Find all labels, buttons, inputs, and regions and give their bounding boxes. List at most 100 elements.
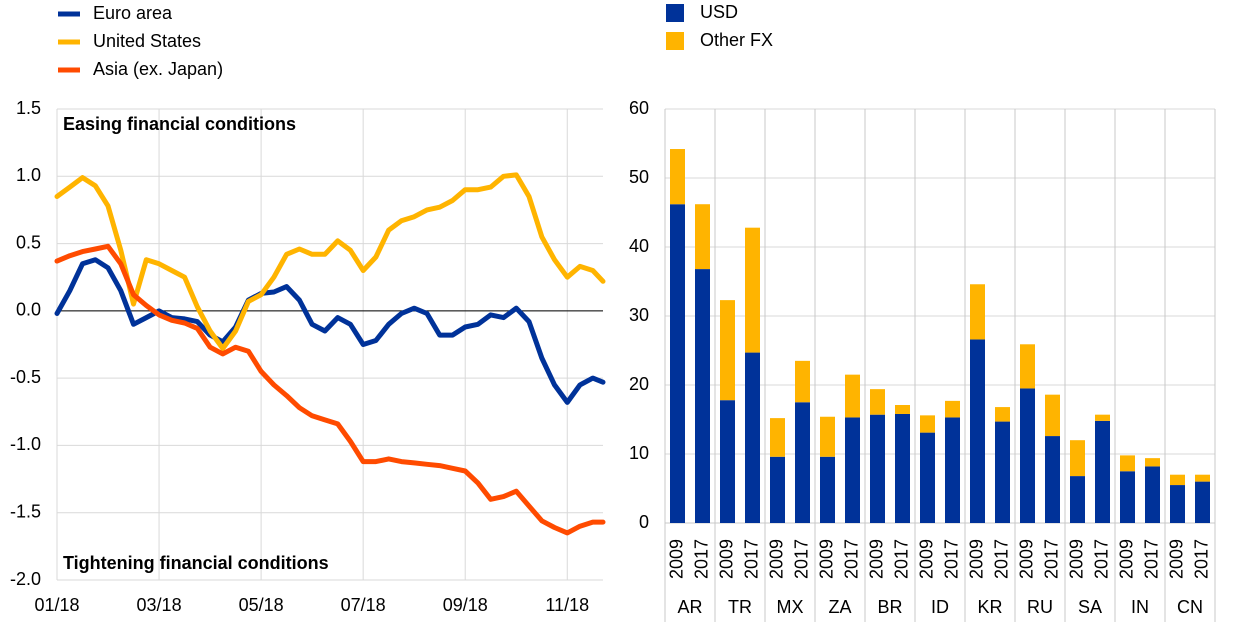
x-tick-label: 05/18	[239, 595, 284, 615]
bar-segment	[1095, 420, 1110, 523]
y-tick-label: -0.5	[10, 367, 41, 387]
y-tick-label: 50	[629, 167, 649, 187]
data-line	[54, 257, 606, 405]
bar-segment	[1045, 394, 1060, 437]
legend-swatch	[666, 4, 684, 22]
x-tick-label: 11/18	[545, 595, 589, 615]
bar-segment	[670, 204, 685, 523]
x-tick-label: 2017	[1091, 539, 1111, 579]
data-line	[54, 243, 606, 536]
bar-segment	[1020, 388, 1035, 523]
bar-segment	[1145, 458, 1160, 467]
bar-segment	[970, 339, 985, 523]
bar-segment	[1145, 466, 1160, 523]
group-label: AR	[677, 597, 702, 617]
bar-segment	[770, 418, 785, 457]
group-label: ID	[931, 597, 949, 617]
bar-segment	[1095, 414, 1110, 421]
bar-segment	[1070, 440, 1085, 477]
bar-segment	[1195, 474, 1210, 482]
y-tick-label: 20	[629, 374, 649, 394]
x-tick-label: 07/18	[341, 595, 386, 615]
bar-segment	[895, 405, 910, 414]
y-tick-label: 60	[629, 98, 649, 118]
bar-segment	[1120, 471, 1135, 523]
bar-segment	[995, 421, 1010, 523]
group-label: BR	[877, 597, 902, 617]
bar-segment	[1045, 436, 1060, 523]
bar-segment	[1020, 344, 1035, 389]
bar-segment	[895, 413, 910, 523]
bar-segment	[820, 456, 835, 523]
group-label: TR	[728, 597, 752, 617]
x-tick-label: 2009	[716, 539, 736, 579]
bar-segment	[1120, 455, 1135, 472]
annotation: Tightening financial conditions	[63, 553, 329, 573]
y-tick-label: 40	[629, 236, 649, 256]
bar-segment	[795, 402, 810, 523]
bar-segment	[820, 416, 835, 457]
bar-segment	[770, 456, 785, 523]
bar-segment	[745, 227, 760, 353]
legend-swatch	[666, 32, 684, 50]
bar-segment	[920, 432, 935, 523]
bar-segment	[1170, 474, 1185, 486]
x-tick-label: 2017	[991, 539, 1011, 579]
group-label: RU	[1027, 597, 1053, 617]
group-label: IN	[1131, 597, 1149, 617]
x-tick-label: 2009	[1016, 539, 1036, 579]
x-tick-label: 2009	[866, 539, 886, 579]
x-tick-label: 2009	[966, 539, 986, 579]
x-tick-label: 2017	[941, 539, 961, 579]
bar-segment	[670, 149, 685, 205]
group-label: CN	[1177, 597, 1203, 617]
group-label: MX	[777, 597, 804, 617]
legend-label: Asia (ex. Japan)	[93, 59, 223, 79]
x-tick-label: 09/18	[443, 595, 488, 615]
group-label: SA	[1078, 597, 1102, 617]
bar-segment	[845, 417, 860, 523]
group-label: ZA	[828, 597, 851, 617]
x-tick-label: 2017	[891, 539, 911, 579]
data-line	[54, 172, 606, 351]
bar-segment	[695, 204, 710, 270]
bar-segment	[945, 417, 960, 523]
bar-segment	[720, 400, 735, 523]
y-tick-label: 0.0	[16, 300, 41, 320]
y-tick-label: 10	[629, 443, 649, 463]
bar-segment	[970, 284, 985, 340]
x-tick-label: 2009	[1166, 539, 1186, 579]
bar-segment	[745, 352, 760, 523]
x-tick-label: 2009	[1116, 539, 1136, 579]
y-tick-label: 1.0	[16, 165, 41, 185]
bar-segment	[720, 300, 735, 401]
bar-segment	[920, 415, 935, 433]
bar-segment	[1170, 485, 1185, 523]
legend-label: USD	[700, 2, 738, 22]
y-tick-label: 30	[629, 305, 649, 325]
bar-segment	[995, 407, 1010, 422]
bar-segment	[870, 389, 885, 415]
x-tick-label: 2017	[691, 539, 711, 579]
x-tick-label: 01/18	[34, 595, 79, 615]
bar-segment	[795, 360, 810, 403]
legend-label: United States	[93, 31, 201, 51]
x-tick-label: 2017	[741, 539, 761, 579]
x-tick-label: 2017	[1041, 539, 1061, 579]
x-tick-label: 2009	[766, 539, 786, 579]
bar-segment	[845, 374, 860, 418]
bar-segment	[1070, 476, 1085, 523]
bar-segment	[945, 400, 960, 418]
y-tick-label: -1.5	[10, 501, 41, 521]
annotation: Easing financial conditions	[63, 114, 296, 134]
x-tick-label: 2009	[666, 539, 686, 579]
y-tick-label: -1.0	[10, 434, 41, 454]
bar-segment	[695, 269, 710, 523]
legend-label: Euro area	[93, 3, 173, 23]
x-tick-label: 2009	[816, 539, 836, 579]
x-tick-label: 2009	[916, 539, 936, 579]
x-tick-label: 03/18	[137, 595, 182, 615]
group-label: KR	[977, 597, 1002, 617]
y-tick-label: 0.5	[16, 232, 41, 252]
